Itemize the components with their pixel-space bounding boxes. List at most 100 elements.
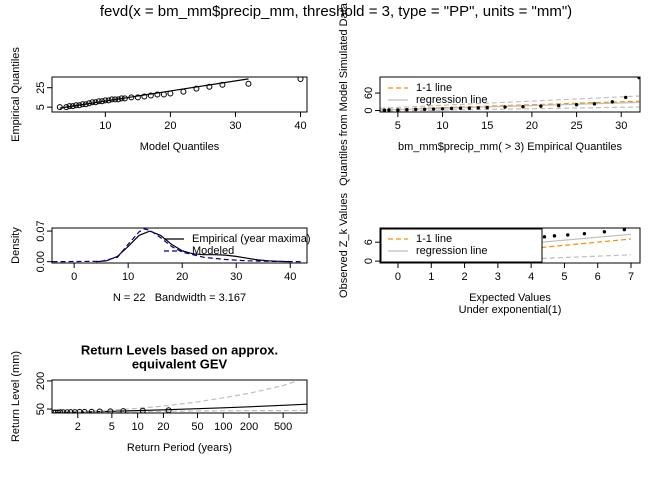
legend-label: regression line	[416, 94, 488, 106]
panel: 0 10 20 30 40 0.00 0.07 N = 22 Bandwidth = 3.16…	[10, 220, 311, 304]
point	[387, 108, 391, 112]
point	[574, 103, 579, 107]
line	[380, 95, 640, 109]
x-axis-label: Under exponential(1)	[459, 304, 562, 316]
x-axis-label: N = 22 Bandwidth = 3.167	[113, 292, 246, 304]
plot-area	[52, 380, 307, 413]
x-tick-label: 6	[595, 271, 601, 283]
x-axis-label: Model Quantiles	[140, 141, 220, 153]
point	[57, 409, 64, 413]
line	[52, 380, 296, 413]
panel: 2 5 10 20 50 100 200 500 50 200 Return Period (yea…	[10, 342, 308, 454]
x-tick-label: 40	[284, 271, 296, 283]
plot-area	[52, 228, 302, 263]
legend-label: 1-1 line	[416, 82, 452, 94]
point	[431, 107, 436, 111]
point	[602, 230, 607, 234]
point	[141, 93, 148, 100]
x-tick-label: 50	[191, 421, 203, 433]
panel-title: equivalent GEV	[132, 356, 228, 371]
point	[134, 94, 141, 101]
line	[52, 228, 302, 263]
y-tick-label: 5	[35, 104, 47, 110]
point	[64, 409, 71, 413]
x-tick-label: 10	[99, 120, 111, 132]
point	[476, 106, 480, 110]
legend-label: Empirical (year maxima)	[192, 233, 311, 245]
x-tick-label: 0	[71, 271, 77, 283]
point	[396, 108, 400, 112]
point	[206, 83, 213, 90]
panel: 5 10 15 20 25 30 0 60 bm_mm$precip_mm( > 3) Empi…	[338, 2, 641, 186]
y-axis-label: Return Level (mm)	[10, 351, 22, 442]
x-tick-label: 25	[570, 120, 582, 132]
plot-area	[56, 77, 304, 111]
y-tick-label: 60	[363, 87, 375, 99]
point	[88, 408, 95, 413]
x-tick-label: 20	[157, 421, 169, 433]
x-tick-label: 3	[495, 271, 501, 283]
point	[297, 77, 304, 82]
point	[552, 234, 557, 238]
x-tick-label: 7	[628, 271, 634, 283]
plot-area	[380, 77, 640, 112]
x-tick-label: 30	[229, 120, 241, 132]
x-axis-label: Expected Values	[469, 292, 551, 304]
point	[120, 408, 127, 413]
point	[539, 104, 543, 108]
y-tick-label: 0	[363, 258, 375, 264]
x-tick-label: 5	[395, 120, 401, 132]
point	[139, 407, 146, 413]
y-tick-label: 200	[35, 372, 47, 390]
point	[96, 408, 103, 413]
panel-title: Return Levels based on approx.	[81, 342, 278, 357]
point	[382, 108, 387, 112]
x-tick-label: 15	[481, 120, 493, 132]
y-tick-label: 0	[363, 107, 375, 113]
plot-frame	[51, 379, 308, 414]
point	[582, 231, 587, 236]
x-tick-label: 20	[526, 120, 538, 132]
y-tick-label: 25	[35, 82, 47, 94]
x-tick-label: 20	[164, 120, 176, 132]
x-tick-label: 10	[436, 120, 448, 132]
legend-label: Modeled	[192, 245, 234, 257]
x-tick-label: 40	[294, 120, 306, 132]
point	[449, 106, 454, 111]
point	[219, 81, 226, 88]
x-tick-label: 30	[230, 271, 242, 283]
x-axis-label: bm_mm$precip_mm( > 3) Empirical Quantile…	[398, 141, 623, 153]
point	[67, 409, 74, 413]
plot-frame	[379, 227, 641, 264]
legend-box	[380, 228, 543, 263]
point	[405, 107, 409, 112]
point	[422, 107, 427, 112]
point	[503, 105, 507, 109]
y-axis-label: Empirical Quantiles	[10, 47, 22, 142]
x-tick-label: 10	[122, 271, 134, 283]
y-axis-label: Density	[10, 227, 22, 264]
x-axis-label: Return Period (years)	[127, 442, 232, 454]
point	[592, 102, 597, 106]
y-tick-label: 0.00	[35, 251, 47, 272]
point	[521, 105, 525, 109]
x-tick-label: 0	[395, 271, 401, 283]
plot-frame	[51, 227, 308, 264]
point	[458, 106, 463, 110]
x-tick-label: 20	[176, 271, 188, 283]
y-tick-label: 6	[363, 239, 375, 245]
point	[193, 85, 200, 92]
point	[245, 80, 252, 87]
point	[414, 107, 418, 112]
x-tick-label: 2	[461, 271, 467, 283]
y-tick-label: 50	[35, 403, 47, 415]
panel: 10 20 30 40 5 25 Model Quantiles Empirical Quan…	[10, 47, 308, 153]
plot-frame	[51, 76, 308, 113]
plot-frame	[379, 76, 641, 113]
x-tick-label: 30	[615, 120, 627, 132]
point	[81, 408, 88, 413]
point	[107, 408, 114, 413]
x-tick-label: 10	[132, 421, 144, 433]
